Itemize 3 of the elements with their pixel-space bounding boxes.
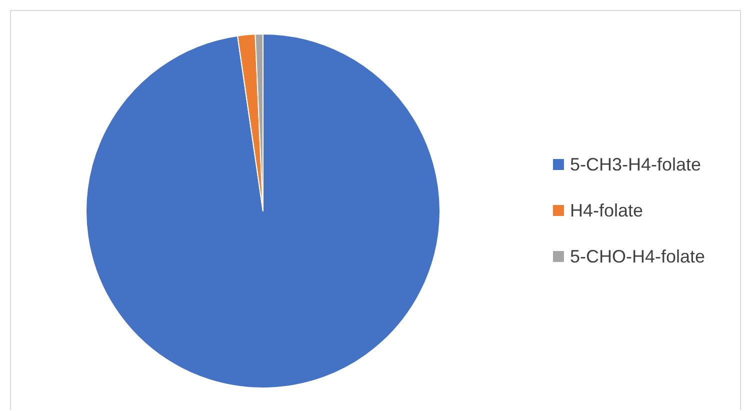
- legend-label: 5-CHO-H4-folate: [570, 246, 706, 266]
- legend-label: 5-CH3-H4-folate: [570, 154, 702, 174]
- legend-label: H4-folate: [570, 200, 644, 220]
